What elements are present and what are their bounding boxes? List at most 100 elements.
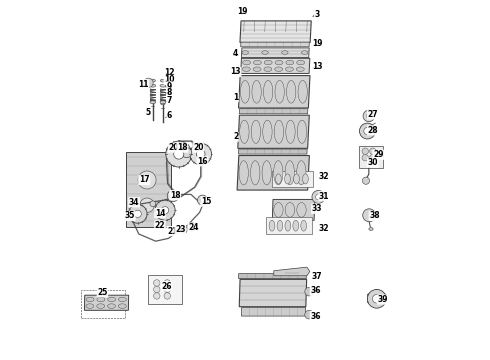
Text: 27: 27 bbox=[368, 110, 378, 119]
Circle shape bbox=[312, 190, 325, 203]
Polygon shape bbox=[368, 289, 386, 307]
Circle shape bbox=[182, 148, 192, 158]
Text: 7: 7 bbox=[167, 96, 172, 105]
Text: 39: 39 bbox=[377, 295, 388, 304]
Ellipse shape bbox=[150, 84, 156, 87]
Circle shape bbox=[369, 148, 376, 154]
Ellipse shape bbox=[150, 79, 155, 82]
Circle shape bbox=[159, 222, 166, 229]
Circle shape bbox=[128, 204, 147, 223]
Polygon shape bbox=[126, 152, 171, 227]
Text: 18: 18 bbox=[170, 191, 180, 199]
Ellipse shape bbox=[275, 60, 283, 65]
Ellipse shape bbox=[160, 84, 166, 87]
Text: 24: 24 bbox=[188, 223, 198, 232]
Ellipse shape bbox=[160, 79, 166, 82]
Circle shape bbox=[164, 293, 171, 299]
Circle shape bbox=[187, 222, 196, 231]
Circle shape bbox=[363, 177, 369, 184]
Circle shape bbox=[164, 286, 171, 293]
Ellipse shape bbox=[297, 203, 306, 217]
Circle shape bbox=[369, 154, 376, 161]
Text: 13: 13 bbox=[312, 62, 322, 71]
Polygon shape bbox=[241, 58, 310, 73]
Circle shape bbox=[138, 171, 156, 189]
Text: 16: 16 bbox=[197, 157, 208, 166]
Ellipse shape bbox=[239, 161, 248, 185]
Ellipse shape bbox=[240, 120, 249, 143]
Text: 29: 29 bbox=[373, 150, 384, 159]
Text: 36: 36 bbox=[310, 287, 321, 295]
Circle shape bbox=[180, 226, 187, 233]
Circle shape bbox=[364, 127, 371, 135]
FancyBboxPatch shape bbox=[148, 275, 182, 304]
Circle shape bbox=[164, 280, 171, 286]
Circle shape bbox=[363, 209, 376, 222]
Text: 28: 28 bbox=[368, 126, 378, 135]
Text: 4: 4 bbox=[233, 49, 238, 58]
Text: 33: 33 bbox=[312, 204, 322, 213]
Text: 11: 11 bbox=[138, 80, 149, 89]
Ellipse shape bbox=[301, 220, 307, 231]
Ellipse shape bbox=[263, 120, 272, 143]
Ellipse shape bbox=[264, 60, 272, 65]
Circle shape bbox=[362, 148, 368, 154]
Ellipse shape bbox=[253, 60, 261, 65]
Ellipse shape bbox=[108, 297, 116, 302]
Ellipse shape bbox=[296, 67, 304, 72]
Circle shape bbox=[360, 123, 375, 139]
Circle shape bbox=[140, 198, 154, 212]
Text: 37: 37 bbox=[312, 272, 322, 281]
Ellipse shape bbox=[97, 297, 105, 302]
Polygon shape bbox=[240, 21, 311, 42]
Ellipse shape bbox=[253, 67, 261, 72]
Ellipse shape bbox=[119, 297, 126, 302]
FancyBboxPatch shape bbox=[272, 171, 313, 187]
Text: 38: 38 bbox=[369, 211, 380, 220]
Ellipse shape bbox=[160, 101, 166, 104]
Text: 8: 8 bbox=[167, 88, 172, 97]
Circle shape bbox=[153, 293, 160, 299]
Circle shape bbox=[155, 200, 175, 220]
Text: 9: 9 bbox=[167, 82, 172, 91]
Polygon shape bbox=[84, 295, 129, 310]
Polygon shape bbox=[242, 307, 306, 316]
Circle shape bbox=[162, 207, 169, 214]
Circle shape bbox=[197, 195, 208, 205]
Ellipse shape bbox=[241, 81, 250, 103]
Ellipse shape bbox=[287, 81, 296, 103]
Circle shape bbox=[368, 289, 386, 308]
Circle shape bbox=[161, 224, 164, 227]
Polygon shape bbox=[241, 42, 309, 47]
Ellipse shape bbox=[296, 60, 305, 65]
Text: 10: 10 bbox=[164, 76, 174, 85]
Text: 30: 30 bbox=[368, 158, 378, 167]
Ellipse shape bbox=[296, 161, 306, 185]
Ellipse shape bbox=[269, 220, 275, 231]
Ellipse shape bbox=[262, 51, 269, 54]
Ellipse shape bbox=[86, 304, 94, 309]
Ellipse shape bbox=[161, 103, 165, 105]
Ellipse shape bbox=[369, 228, 373, 230]
Circle shape bbox=[167, 190, 179, 202]
Circle shape bbox=[196, 150, 205, 158]
Circle shape bbox=[174, 149, 184, 159]
Text: 25: 25 bbox=[97, 288, 108, 297]
Circle shape bbox=[182, 228, 185, 231]
Ellipse shape bbox=[243, 67, 250, 72]
Ellipse shape bbox=[286, 120, 295, 143]
Polygon shape bbox=[239, 76, 310, 108]
Ellipse shape bbox=[285, 203, 294, 217]
Circle shape bbox=[134, 210, 141, 217]
Text: 31: 31 bbox=[319, 192, 329, 201]
Circle shape bbox=[372, 294, 381, 303]
Text: 2: 2 bbox=[233, 132, 238, 141]
Text: 18: 18 bbox=[177, 143, 188, 152]
FancyBboxPatch shape bbox=[360, 146, 383, 168]
Ellipse shape bbox=[251, 120, 261, 143]
Text: 23: 23 bbox=[175, 225, 185, 234]
Polygon shape bbox=[237, 156, 309, 190]
Circle shape bbox=[362, 154, 368, 161]
Polygon shape bbox=[274, 267, 310, 276]
Text: 1: 1 bbox=[233, 93, 238, 102]
